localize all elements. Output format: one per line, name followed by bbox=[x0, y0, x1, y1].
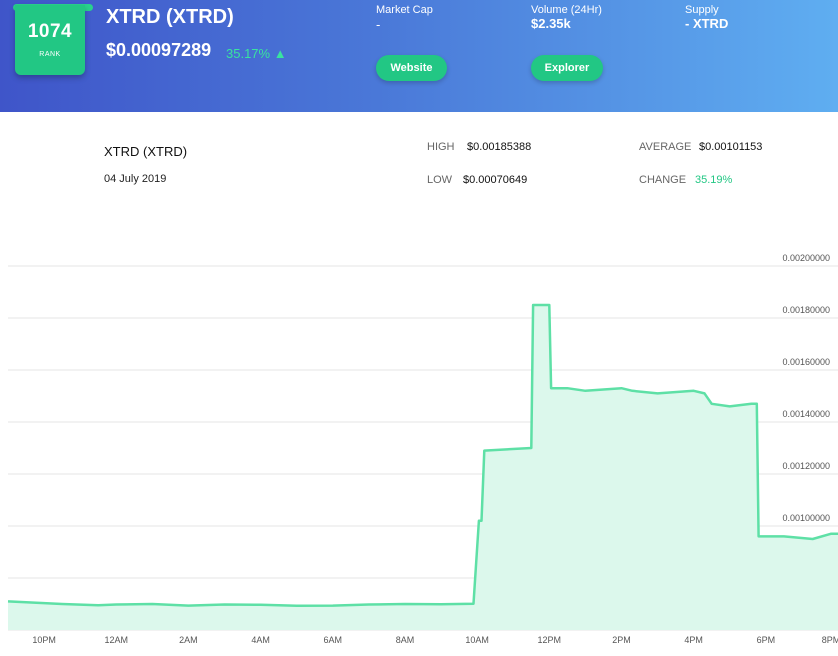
coin-title: XTRD (XTRD) bbox=[106, 6, 234, 28]
low-value: $0.00070649 bbox=[463, 174, 528, 186]
coin-logo-icon bbox=[5, 146, 65, 176]
y-tick-label: 0.00100000 bbox=[782, 513, 830, 523]
rank-label: RANK bbox=[39, 51, 61, 58]
x-tick-label: 4PM bbox=[684, 635, 703, 645]
change-value: 35.19% bbox=[695, 174, 733, 186]
coin-header: 1074 RANK XTRD (XTRD) $0.00097289 35.17%… bbox=[0, 0, 838, 112]
x-tick-label: 2PM bbox=[612, 635, 631, 645]
explorer-button[interactable]: Explorer bbox=[531, 55, 603, 81]
volume-label: Volume (24Hr) bbox=[531, 4, 602, 16]
y-tick-label: 0.00140000 bbox=[782, 409, 830, 419]
market-cap-value: - bbox=[376, 17, 381, 32]
market-cap-label: Market Cap bbox=[376, 4, 433, 16]
x-tick-label: 8PM bbox=[822, 635, 838, 645]
price-line bbox=[7, 303, 838, 608]
x-tick-label: 2AM bbox=[179, 635, 198, 645]
high-value: $0.00185388 bbox=[467, 141, 532, 153]
x-tick-label: 8AM bbox=[396, 635, 415, 645]
volume-value: $2.35k bbox=[531, 16, 571, 31]
x-tick-label: 6AM bbox=[324, 635, 343, 645]
y-tick-label: 0.00120000 bbox=[782, 461, 830, 471]
low-label: LOW bbox=[427, 174, 453, 186]
x-tick-label: 6PM bbox=[757, 635, 776, 645]
supply-label: Supply bbox=[685, 4, 719, 16]
y-tick-label: 0.00180000 bbox=[782, 305, 830, 315]
x-tick-label: 12PM bbox=[538, 635, 562, 645]
y-tick-label: 0.00160000 bbox=[782, 357, 830, 367]
coin-price: $0.00097289 bbox=[106, 40, 212, 60]
rank-badge: 1074 RANK bbox=[15, 5, 85, 75]
y-tick-label: 0.00200000 bbox=[782, 253, 830, 263]
price-change: 35.17% ▲ bbox=[226, 46, 287, 61]
average-label: AVERAGE bbox=[639, 141, 692, 153]
price-area bbox=[8, 305, 838, 630]
change-label: CHANGE bbox=[639, 174, 687, 186]
x-tick-label: 12AM bbox=[105, 635, 129, 645]
price-chart[interactable]: 0.000600000.000800000.001000000.00120000… bbox=[0, 222, 838, 656]
high-label: HIGH bbox=[427, 141, 455, 153]
rank-number: 1074 bbox=[27, 21, 73, 42]
x-tick-label: 10AM bbox=[465, 635, 489, 645]
info-coin-name: XTRD (XTRD) bbox=[104, 144, 188, 159]
x-tick-label: 10PM bbox=[32, 635, 56, 645]
x-tick-label: 4AM bbox=[251, 635, 270, 645]
website-button[interactable]: Website bbox=[376, 55, 447, 81]
average-value: $0.00101153 bbox=[699, 141, 763, 153]
info-date: 04 July 2019 bbox=[104, 173, 167, 185]
supply-value: - XTRD bbox=[685, 16, 729, 31]
